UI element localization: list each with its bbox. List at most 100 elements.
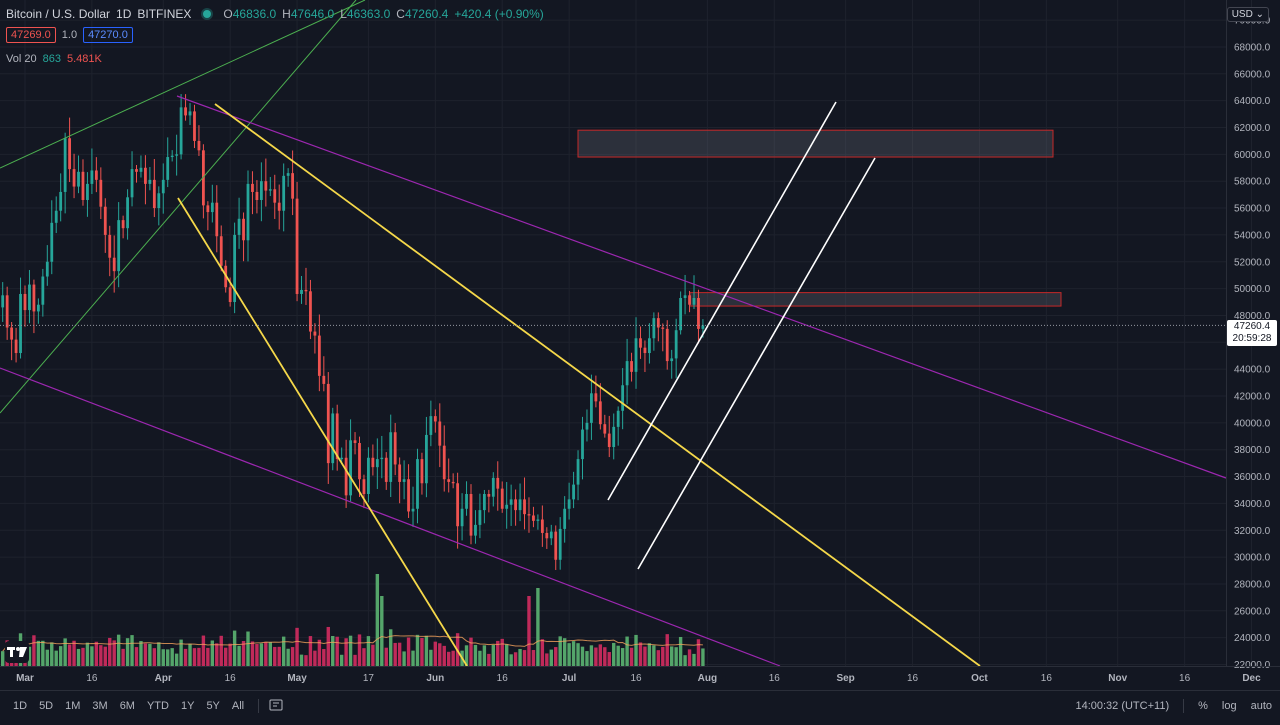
volume-bar [402, 651, 406, 666]
candle-body [291, 173, 294, 199]
volume-bar [264, 641, 268, 666]
buy-button[interactable]: 47270.0 [83, 27, 133, 43]
candle-body [81, 171, 85, 200]
volume-bar [277, 646, 281, 666]
volume-label[interactable]: Vol 20 [6, 53, 37, 65]
candle-body [661, 327, 665, 329]
volume-bar [531, 650, 536, 666]
volume-bar [290, 647, 295, 666]
volume-bar [210, 640, 215, 666]
volume-bar [148, 643, 152, 666]
clock-label[interactable]: 14:00:32 (UTC+11) [1075, 700, 1170, 712]
log-toggle[interactable]: log [1221, 700, 1237, 712]
tradingview-logo-icon[interactable] [5, 641, 29, 663]
volume-bar [424, 635, 429, 666]
candle-body [282, 175, 286, 211]
candle-body [264, 181, 268, 191]
candle-body [558, 528, 562, 560]
symbol-title[interactable]: Bitcoin / U.S. Dollar [6, 7, 111, 21]
timeframe-button[interactable]: 5D [39, 700, 54, 712]
candle-body [41, 276, 45, 305]
candle-body [375, 459, 379, 468]
candle-body [349, 440, 352, 496]
interval-label[interactable]: 1D [116, 7, 132, 21]
candle-body [112, 257, 116, 272]
volume-bar [612, 642, 616, 666]
percent-toggle[interactable]: % [1198, 700, 1208, 712]
time-tick-label: Aug [698, 673, 717, 684]
volume-bar [90, 646, 94, 666]
candle-body [121, 220, 125, 229]
sell-button[interactable]: 47269.0 [6, 27, 56, 43]
volume-bar [219, 635, 223, 666]
candle-body [242, 218, 245, 241]
timeframe-button[interactable]: 1D [13, 700, 28, 712]
volume-bar [687, 649, 692, 666]
candle-body [398, 464, 402, 482]
candle-body [420, 459, 424, 484]
volume-bar [670, 646, 674, 666]
price-tick-label: 50000.0 [1234, 284, 1271, 295]
volume-bar [638, 642, 643, 666]
timeframe-button[interactable]: 1M [65, 700, 81, 712]
auto-toggle[interactable]: auto [1250, 700, 1272, 712]
volume-bar [179, 639, 183, 666]
volume-bar [317, 639, 322, 666]
candle-body [295, 198, 299, 294]
price-tick-label: 66000.0 [1234, 69, 1271, 80]
timeframe-button[interactable]: 6M [119, 700, 135, 712]
volume-bar [696, 639, 701, 666]
candle-body [215, 202, 219, 237]
volume-bar [54, 650, 58, 666]
timeframe-button[interactable]: 5Y [206, 700, 220, 712]
candle-body [612, 426, 616, 448]
candle-body [590, 393, 593, 423]
last-price-value: 47260.4 [1233, 321, 1271, 332]
candle-body [554, 531, 558, 560]
candle-body [139, 167, 143, 172]
price-tick-label: 58000.0 [1234, 177, 1271, 188]
price-tick-label: 48000.0 [1234, 311, 1271, 322]
volume-bar [224, 647, 228, 666]
timeframe-button[interactable]: YTD [146, 700, 169, 712]
grid [0, 0, 1252, 666]
candle-body [478, 510, 482, 525]
candle-body [572, 484, 575, 500]
currency-button[interactable]: USD ⌄ [1226, 7, 1269, 22]
candle-body [656, 318, 660, 328]
go-to-date-icon[interactable] [269, 699, 283, 714]
volume-ma [2, 635, 703, 652]
volume-bar [121, 648, 125, 666]
time-tick-label: Apr [155, 673, 172, 684]
candle-body [358, 442, 361, 480]
volume-bar [558, 636, 562, 666]
time-tick-label: 16 [769, 673, 781, 684]
volume-bar [295, 627, 299, 666]
volume-bar [554, 647, 558, 666]
candle-body [389, 432, 393, 482]
volume-bar [585, 651, 589, 666]
volume-bar [326, 626, 330, 666]
price-tick-label: 60000.0 [1234, 150, 1271, 161]
timeframe-button[interactable]: All [231, 700, 245, 712]
candle-body [268, 189, 272, 191]
volume-bar [232, 630, 237, 666]
green-channel-line-lower [0, 0, 357, 414]
candle-body [313, 331, 317, 336]
timeframe-button[interactable]: 3M [92, 700, 108, 712]
high-value: 47646.0 [290, 7, 335, 21]
candle-body [161, 179, 165, 194]
candle-body [228, 287, 232, 303]
volume-bar [509, 654, 513, 666]
timeframe-button[interactable]: 1Y [180, 700, 195, 712]
time-tick-label: Sep [836, 673, 854, 684]
open-label: O [223, 7, 233, 21]
candle-body [28, 284, 31, 311]
timeframe-list: 1D 5D 1M 3M 6M YTD 1Y 5Y All [13, 700, 244, 712]
volume-bar [103, 646, 107, 666]
volume-bar [108, 637, 112, 666]
candle-body [402, 479, 406, 482]
volume-bar [634, 634, 638, 666]
